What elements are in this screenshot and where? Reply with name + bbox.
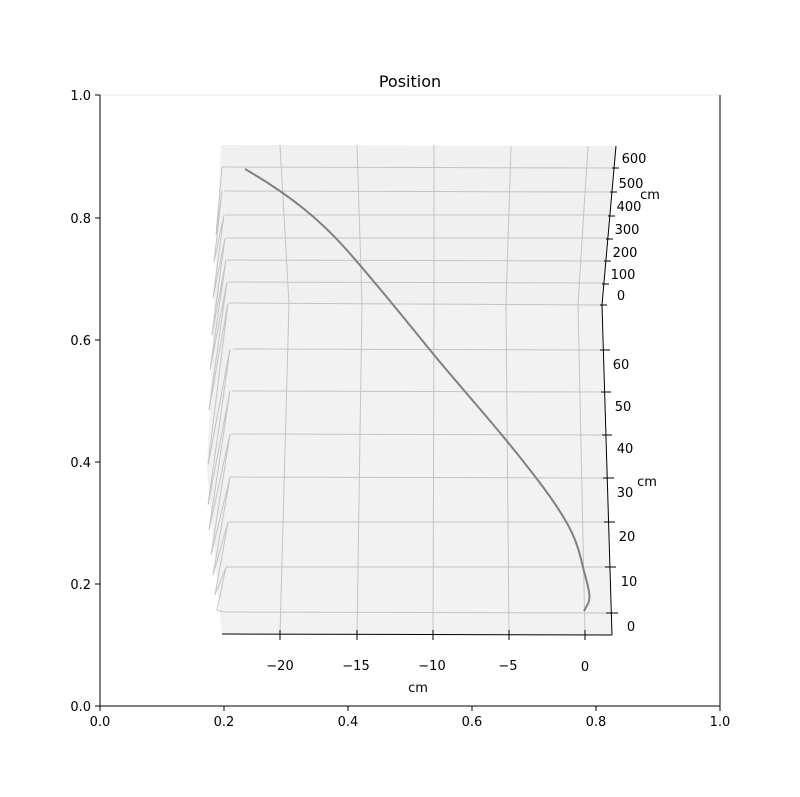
trajectory-line [244, 168, 591, 612]
3d-axes: −20 −15 −10 −5 0 cm 0 10 20 30 40 50 60 … [221, 145, 660, 696]
z-tick-label: 600 [622, 152, 647, 167]
y-tick-label: 50 [615, 400, 632, 415]
3d-gridlines [207, 144, 615, 635]
outer-xtick-label: 0.0 [90, 715, 111, 730]
x-tick-label: −10 [418, 659, 445, 674]
z-tick-label: 100 [611, 268, 636, 283]
outer-ytick-label: 0.6 [70, 334, 91, 349]
y-tick-label: 0 [627, 620, 635, 635]
z-tick-label: 500 [619, 177, 644, 192]
outer-xtick-label: 0.8 [586, 715, 607, 730]
outer-ytick-label: 0.2 [70, 578, 91, 593]
z-tick-label: 0 [617, 289, 625, 304]
x-tick-label: −5 [498, 659, 517, 674]
outer-ytick-label: 1.0 [70, 89, 91, 104]
outer-xtick-label: 0.2 [214, 715, 235, 730]
y-tick-label: 40 [617, 442, 634, 457]
x-axis-label: cm [408, 681, 428, 696]
outer-axes: 0.0 0.2 0.4 0.6 0.8 1.0 0.0 0.2 0.4 0.6 … [70, 89, 730, 730]
y-tick-label: 30 [617, 486, 634, 501]
x-tick-label: 0 [581, 660, 589, 675]
z-axis-label: cm [640, 188, 660, 203]
x-tick-label: −20 [266, 659, 293, 674]
outer-xtick-label: 0.4 [338, 715, 359, 730]
y-axis-line [601, 304, 613, 636]
y-tick-label: 60 [613, 358, 630, 373]
outer-ytick-label: 0.0 [70, 700, 91, 715]
z-tick-label: 200 [613, 246, 638, 261]
outer-y-ticks: 0.0 0.2 0.4 0.6 0.8 1.0 [70, 89, 100, 715]
y-tick-label: 20 [619, 530, 636, 545]
outer-xtick-label: 1.0 [710, 715, 731, 730]
chart-title: Position [379, 72, 441, 91]
z-axis-line [601, 145, 617, 306]
x-axis-line [221, 633, 613, 636]
x-tick-label: −15 [342, 659, 369, 674]
outer-xtick-label: 0.6 [462, 715, 483, 730]
z-tick-label: 300 [615, 223, 640, 238]
y-axis-label: cm [637, 475, 657, 490]
outer-ytick-label: 0.8 [70, 212, 91, 227]
y-tick-label: 10 [621, 575, 638, 590]
outer-x-ticks: 0.0 0.2 0.4 0.6 0.8 1.0 [90, 706, 731, 730]
3d-panes [207, 145, 616, 635]
z-tick-label: 400 [617, 200, 642, 215]
outer-ytick-label: 0.4 [70, 456, 91, 471]
